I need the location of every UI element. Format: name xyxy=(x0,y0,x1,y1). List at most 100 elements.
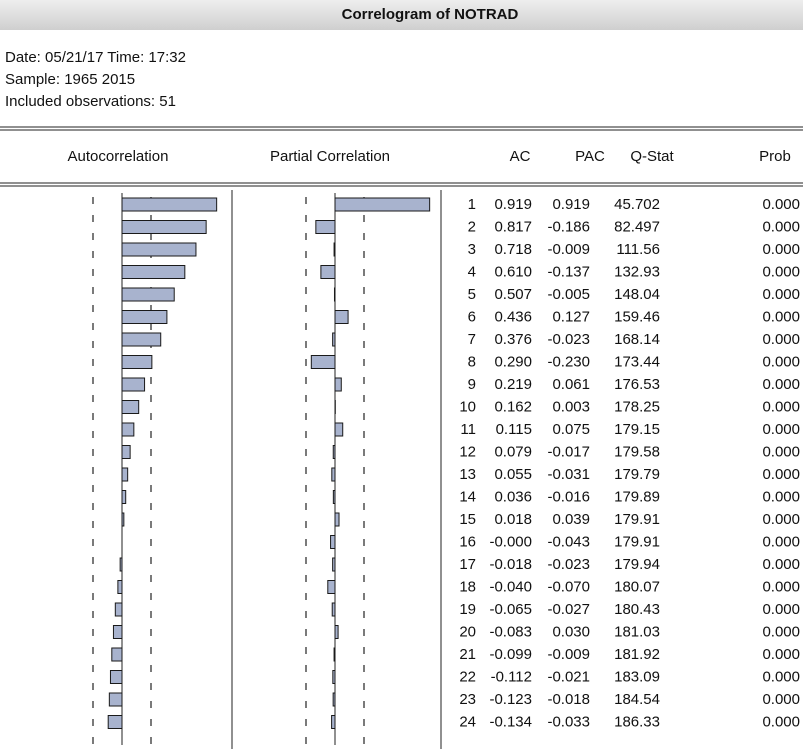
cell: 24 xyxy=(459,713,476,730)
cell: 45.702 xyxy=(614,196,660,213)
correlation-bar xyxy=(109,670,123,684)
cell: 179.15 xyxy=(614,421,660,438)
cell: 0.000 xyxy=(762,376,800,393)
cell: 0.000 xyxy=(762,601,800,618)
cell: -0.018 xyxy=(547,691,590,708)
cell: 180.43 xyxy=(614,601,660,618)
correlation-bar xyxy=(333,647,336,662)
correlation-bar xyxy=(332,332,336,347)
cell: 2 xyxy=(468,218,476,235)
correlation-bar xyxy=(107,715,123,729)
cell: 179.58 xyxy=(614,443,660,460)
cell: -0.031 xyxy=(547,466,590,483)
correlation-bar xyxy=(331,467,336,482)
correlation-bar xyxy=(320,265,336,279)
cell: 4 xyxy=(468,263,476,280)
cell: 0.919 xyxy=(552,196,590,213)
correlation-bar xyxy=(117,580,123,594)
cell: 13 xyxy=(459,466,476,483)
cell: 23 xyxy=(459,691,476,708)
cell: -0.134 xyxy=(489,713,532,730)
correlation-bar xyxy=(114,602,123,617)
cell: -0.099 xyxy=(489,646,532,663)
correlation-bar xyxy=(334,310,349,324)
cell: 0.039 xyxy=(552,511,590,528)
correlation-bar xyxy=(332,692,336,707)
cell: 0.507 xyxy=(494,286,532,303)
cell: 0.000 xyxy=(762,578,800,595)
correlation-bar xyxy=(121,332,162,347)
cell: 0.000 xyxy=(762,421,800,438)
cell: 184.54 xyxy=(614,691,660,708)
cell: 0.061 xyxy=(552,376,590,393)
cell: 0.000 xyxy=(762,218,800,235)
cell: 6 xyxy=(468,308,476,325)
cell: 9 xyxy=(468,376,476,393)
cell: 132.93 xyxy=(614,263,660,280)
correlation-bar xyxy=(121,400,140,414)
cell: 11 xyxy=(460,421,476,438)
correlation-bar xyxy=(121,197,218,212)
cell: 0.075 xyxy=(552,421,590,438)
cell: 0.000 xyxy=(762,196,800,213)
info-line: Sample: 1965 2015 xyxy=(5,71,135,88)
cell: 0.000 xyxy=(762,353,800,370)
correlation-bar xyxy=(121,490,127,504)
cell: 0.000 xyxy=(762,713,800,730)
cell: 8 xyxy=(468,353,476,370)
cell: 0.436 xyxy=(494,308,532,325)
cell: 15 xyxy=(459,511,476,528)
correlation-bar xyxy=(334,625,339,639)
cell: 176.53 xyxy=(614,376,660,393)
cell: 0.290 xyxy=(494,353,532,370)
correlation-bar xyxy=(332,445,336,459)
cell: 178.25 xyxy=(614,398,660,415)
cell: 0.003 xyxy=(552,398,590,415)
column-header: Q-Stat xyxy=(630,148,674,165)
cell: 0.000 xyxy=(762,556,800,573)
correlation-bar xyxy=(121,377,146,392)
cell: -0.230 xyxy=(547,353,590,370)
cell: -0.023 xyxy=(547,331,590,348)
cell: -0.018 xyxy=(489,556,532,573)
cell: 82.497 xyxy=(614,218,660,235)
cell: 0.115 xyxy=(496,421,532,438)
correlation-bar xyxy=(121,445,131,459)
cell: 0.000 xyxy=(762,331,800,348)
cell: 1 xyxy=(468,196,476,213)
cell: -0.033 xyxy=(547,713,590,730)
correlation-bar xyxy=(334,422,344,437)
cell: 0.055 xyxy=(494,466,532,483)
correlation-bar xyxy=(119,557,123,572)
cell: 111.56 xyxy=(616,241,660,258)
correlation-bar xyxy=(333,287,336,302)
cell: 181.03 xyxy=(614,623,660,640)
cell: 0.000 xyxy=(762,308,800,325)
cell: 21 xyxy=(459,646,476,663)
cell: 0.610 xyxy=(494,263,532,280)
column-header: PAC xyxy=(575,148,605,165)
cell: 10 xyxy=(459,398,476,415)
cell: -0.000 xyxy=(489,533,532,550)
correlation-bar xyxy=(121,220,207,234)
cell: 0.000 xyxy=(762,691,800,708)
cell: 179.91 xyxy=(614,533,660,550)
cell: 0.000 xyxy=(762,263,800,280)
correlation-bar xyxy=(121,242,197,257)
cell: 12 xyxy=(459,443,476,460)
cell: 173.44 xyxy=(614,353,660,370)
cell: -0.137 xyxy=(547,263,590,280)
cell: -0.083 xyxy=(489,623,532,640)
cell: 0.079 xyxy=(494,443,532,460)
cell: 0.030 xyxy=(552,623,590,640)
cell: -0.017 xyxy=(547,443,590,460)
cell: -0.070 xyxy=(547,578,590,595)
correlation-bar xyxy=(121,355,153,369)
correlation-bar xyxy=(332,490,336,504)
correlation-bar xyxy=(310,355,336,369)
correlation-bar xyxy=(111,647,123,662)
correlation-bar xyxy=(121,265,186,279)
cell: 179.79 xyxy=(614,466,660,483)
cell: 159.46 xyxy=(614,308,660,325)
